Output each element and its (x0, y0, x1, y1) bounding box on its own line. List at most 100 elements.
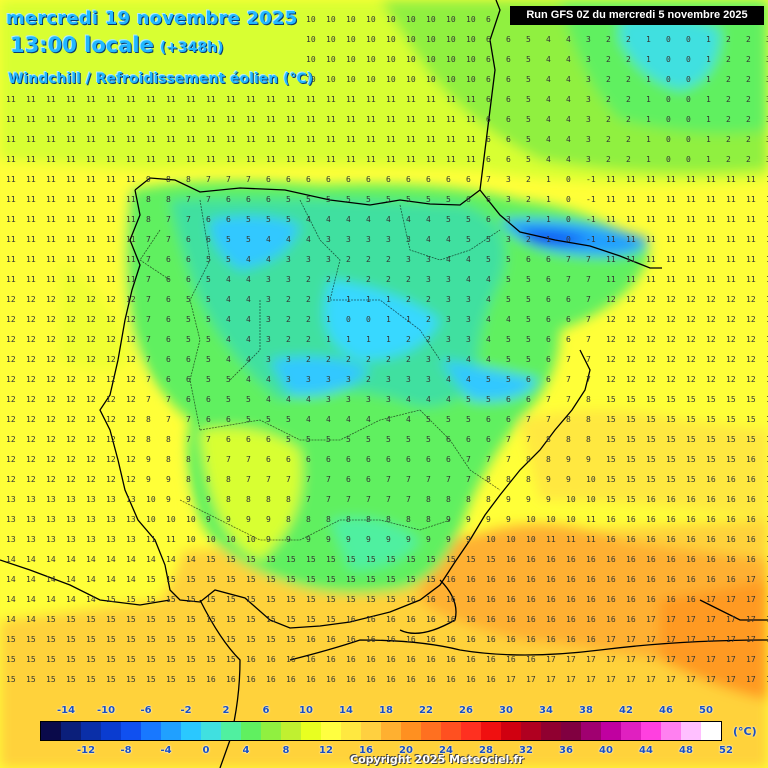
svg-text:9: 9 (186, 495, 191, 504)
svg-text:9: 9 (146, 175, 151, 184)
svg-text:11: 11 (286, 135, 296, 144)
svg-text:16: 16 (346, 655, 356, 664)
svg-text:2: 2 (626, 35, 631, 44)
svg-text:15: 15 (186, 575, 196, 584)
svg-text:4: 4 (566, 115, 571, 124)
svg-text:9: 9 (266, 535, 271, 544)
svg-text:16: 16 (426, 635, 436, 644)
svg-text:15: 15 (146, 675, 156, 684)
svg-text:17: 17 (766, 575, 768, 584)
svg-text:2: 2 (626, 55, 631, 64)
svg-text:4: 4 (486, 335, 491, 344)
svg-text:13: 13 (86, 535, 96, 544)
svg-text:11: 11 (246, 95, 256, 104)
svg-text:3: 3 (446, 295, 451, 304)
svg-text:15: 15 (206, 555, 216, 564)
svg-text:12: 12 (86, 435, 96, 444)
svg-text:7: 7 (566, 255, 571, 264)
svg-text:12: 12 (126, 355, 136, 364)
svg-text:8: 8 (466, 495, 471, 504)
svg-text:10: 10 (146, 495, 156, 504)
svg-text:13: 13 (46, 515, 56, 524)
svg-text:11: 11 (666, 275, 676, 284)
svg-text:5: 5 (186, 335, 191, 344)
svg-text:8: 8 (426, 515, 431, 524)
svg-text:7: 7 (206, 435, 211, 444)
svg-text:17: 17 (666, 635, 676, 644)
svg-text:1: 1 (366, 335, 371, 344)
svg-text:13: 13 (126, 535, 136, 544)
svg-text:14: 14 (26, 595, 36, 604)
svg-text:17: 17 (746, 635, 756, 644)
svg-text:11: 11 (86, 235, 96, 244)
legend-swatch (501, 722, 521, 740)
svg-text:15: 15 (206, 615, 216, 624)
svg-text:0: 0 (666, 75, 671, 84)
svg-text:2: 2 (726, 95, 731, 104)
legend-swatch (101, 722, 121, 740)
svg-text:6: 6 (386, 175, 391, 184)
svg-text:11: 11 (146, 95, 156, 104)
svg-text:14: 14 (86, 595, 96, 604)
svg-text:12: 12 (746, 315, 756, 324)
svg-text:16: 16 (526, 615, 536, 624)
svg-text:5: 5 (406, 435, 411, 444)
svg-text:3: 3 (586, 155, 591, 164)
svg-text:11: 11 (26, 215, 36, 224)
svg-text:6: 6 (166, 295, 171, 304)
svg-text:7: 7 (206, 175, 211, 184)
svg-text:12: 12 (686, 335, 696, 344)
svg-text:11: 11 (686, 235, 696, 244)
svg-text:12: 12 (746, 355, 756, 364)
svg-text:11: 11 (666, 235, 676, 244)
svg-text:10: 10 (366, 15, 376, 24)
svg-text:11: 11 (26, 95, 36, 104)
svg-text:4: 4 (466, 255, 471, 264)
svg-text:10: 10 (186, 515, 196, 524)
svg-text:16: 16 (606, 515, 616, 524)
svg-text:16: 16 (726, 475, 736, 484)
svg-text:9: 9 (426, 535, 431, 544)
svg-text:16: 16 (306, 655, 316, 664)
svg-text:1: 1 (706, 35, 711, 44)
svg-text:13: 13 (26, 515, 36, 524)
svg-text:0: 0 (566, 195, 571, 204)
svg-text:11: 11 (66, 135, 76, 144)
svg-text:8: 8 (546, 435, 551, 444)
svg-text:13: 13 (106, 535, 116, 544)
svg-text:7: 7 (226, 175, 231, 184)
svg-text:11: 11 (86, 195, 96, 204)
svg-text:16: 16 (426, 595, 436, 604)
svg-text:6: 6 (546, 335, 551, 344)
svg-text:15: 15 (646, 435, 656, 444)
svg-text:11: 11 (666, 195, 676, 204)
svg-text:3: 3 (586, 55, 591, 64)
svg-text:11: 11 (166, 115, 176, 124)
svg-text:12: 12 (706, 315, 716, 324)
svg-text:3: 3 (506, 175, 511, 184)
svg-text:5: 5 (466, 395, 471, 404)
svg-text:5: 5 (226, 255, 231, 264)
svg-text:11: 11 (686, 175, 696, 184)
svg-text:5: 5 (206, 355, 211, 364)
svg-text:12: 12 (86, 335, 96, 344)
svg-text:7: 7 (146, 295, 151, 304)
svg-text:7: 7 (166, 215, 171, 224)
svg-text:5: 5 (206, 375, 211, 384)
svg-text:11: 11 (386, 95, 396, 104)
svg-text:4: 4 (246, 355, 251, 364)
svg-text:6: 6 (486, 435, 491, 444)
svg-text:16: 16 (746, 475, 756, 484)
svg-text:16: 16 (386, 675, 396, 684)
svg-text:3: 3 (466, 335, 471, 344)
svg-text:11: 11 (666, 215, 676, 224)
svg-text:13: 13 (46, 535, 56, 544)
svg-text:10: 10 (346, 75, 356, 84)
svg-text:2: 2 (526, 235, 531, 244)
svg-text:11: 11 (226, 115, 236, 124)
svg-text:2: 2 (306, 295, 311, 304)
svg-text:4: 4 (566, 95, 571, 104)
svg-text:7: 7 (146, 375, 151, 384)
svg-text:15: 15 (86, 615, 96, 624)
svg-text:12: 12 (86, 355, 96, 364)
